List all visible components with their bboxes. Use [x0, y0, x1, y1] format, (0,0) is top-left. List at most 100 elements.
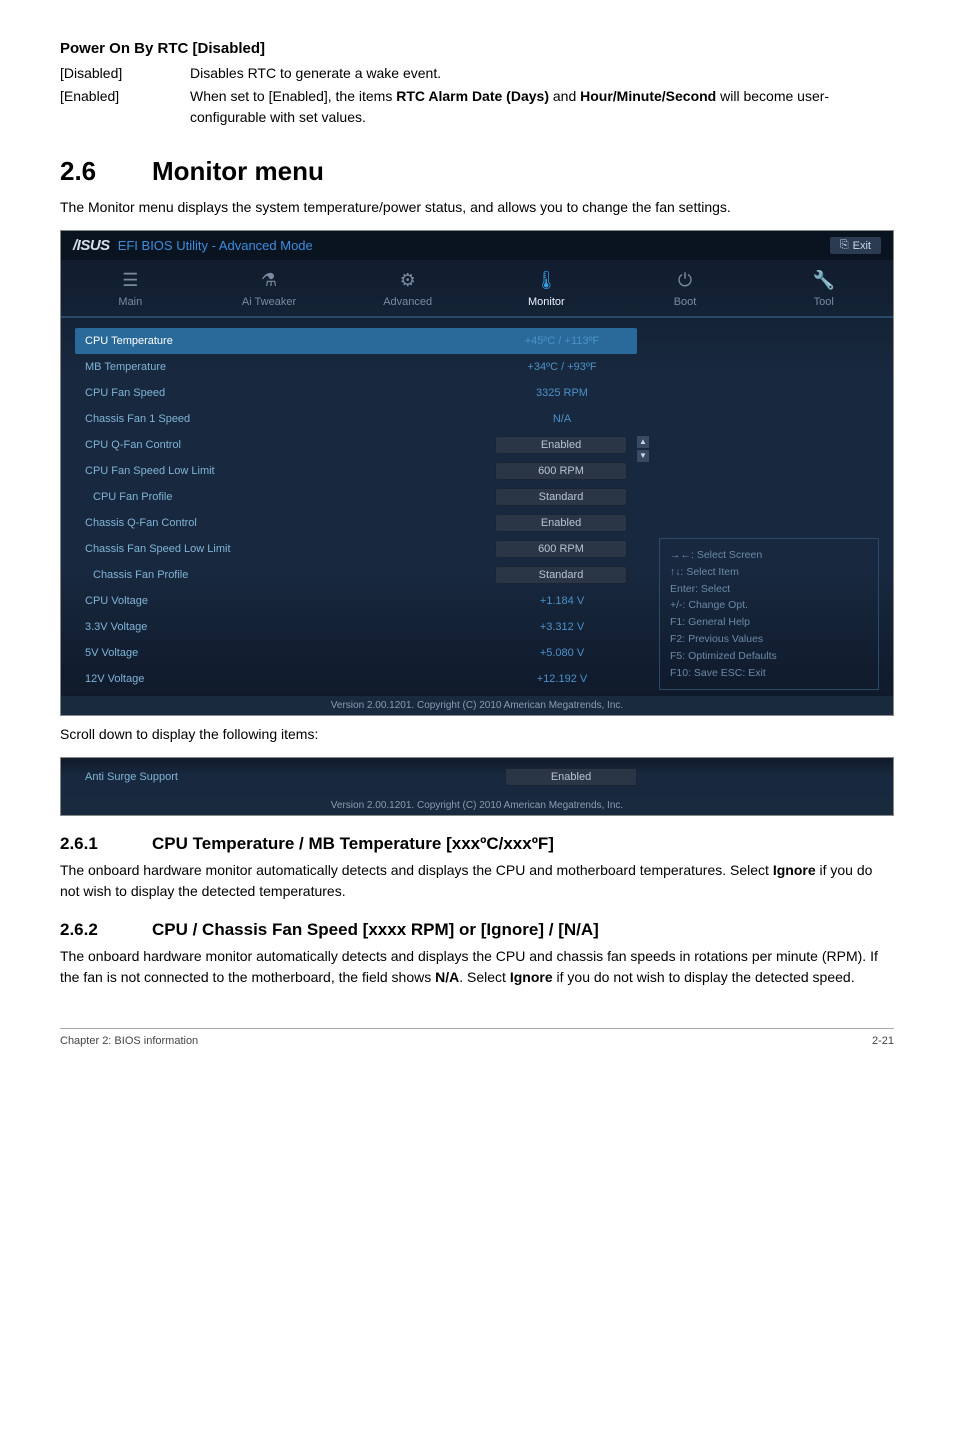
enabled-bold-2: Hour/Minute/Second: [580, 88, 716, 104]
s262-post: if you do not wish to display the detect…: [553, 969, 855, 985]
row-cpu-temp[interactable]: CPU Temperature+45ºC / +113ºF: [75, 328, 637, 354]
mb-temp-label: MB Temperature: [85, 361, 497, 373]
tab-boot[interactable]: ⏻ Boot: [616, 260, 755, 316]
ai-icon: ⚗: [200, 270, 339, 290]
cpu-prof-label: CPU Fan Profile: [85, 491, 495, 503]
row-5v-voltage[interactable]: 5V Voltage+5.080 V: [75, 640, 637, 666]
cpu-fan-value: 3325 RPM: [497, 387, 627, 399]
row-cpu-qfan[interactable]: CPU Q-Fan ControlEnabled: [75, 432, 637, 458]
section-2-6-1-title: CPU Temperature / MB Temperature [xxxºC/…: [152, 834, 554, 853]
v5-value: +5.080 V: [497, 647, 627, 659]
scroll-down-icon[interactable]: ▼: [637, 450, 649, 462]
enabled-label: [Enabled]: [60, 86, 190, 128]
cpu-temp-value: +45ºC / +113ºF: [497, 335, 627, 347]
tab-tool[interactable]: 🔧Tool: [754, 260, 893, 316]
cpu-v-value: +1.184 V: [497, 595, 627, 607]
bios-title: EFI BIOS Utility - Advanced Mode: [118, 238, 313, 253]
section-2-6-1-num: 2.6.1: [60, 834, 152, 854]
bios-version-footer-2: Version 2.00.1201. Copyright (C) 2010 Am…: [61, 796, 893, 815]
mon-icon: 🌡: [477, 270, 616, 290]
row-3v3-voltage[interactable]: 3.3V Voltage+3.312 V: [75, 614, 637, 640]
tab-adv-label: Advanced: [383, 296, 432, 308]
v33-label: 3.3V Voltage: [85, 621, 497, 633]
ch1-fan-value: N/A: [497, 413, 627, 425]
s262-bold-1: N/A: [435, 969, 459, 985]
power-on-rtc-heading: Power On By RTC [Disabled]: [60, 40, 894, 57]
row-mb-temp[interactable]: MB Temperature+34ºC / +93ºF: [75, 354, 637, 380]
footer-left: Chapter 2: BIOS information: [60, 1035, 198, 1047]
section-2-6-title: Monitor menu: [152, 156, 324, 186]
tab-tool-label: Tool: [814, 296, 834, 308]
row-chassis-fan-low[interactable]: Chassis Fan Speed Low Limit600 RPM: [75, 536, 637, 562]
section-2-6-2-num: 2.6.2: [60, 920, 152, 940]
tab-advanced[interactable]: ⚙ Advanced: [338, 260, 477, 316]
row-chassis-fan-1[interactable]: Chassis Fan 1 SpeedN/A: [75, 406, 637, 432]
anti-surge-label: Anti Surge Support: [85, 771, 505, 783]
s262-bold-2: Ignore: [510, 969, 553, 985]
mb-temp-value: +34ºC / +93ºF: [497, 361, 627, 373]
enabled-desc-pre: When set to [Enabled], the items: [190, 88, 396, 104]
bios-titlebar: /ISUS EFI BIOS Utility - Advanced Mode ⎘…: [61, 231, 893, 260]
scrollbar[interactable]: ▲ ▼: [637, 328, 649, 692]
v33-value: +3.312 V: [497, 621, 627, 633]
row-chassis-fan-profile[interactable]: Chassis Fan ProfileStandard: [75, 562, 637, 588]
disabled-desc: Disables RTC to generate a wake event.: [190, 63, 894, 84]
ch-prof-value[interactable]: Standard: [495, 566, 627, 584]
help-l7: F5: Optimized Defaults: [670, 648, 868, 665]
bios-version-footer: Version 2.00.1201. Copyright (C) 2010 Am…: [61, 696, 893, 715]
help-l3: Enter: Select: [670, 581, 868, 598]
cpu-prof-value[interactable]: Standard: [495, 488, 627, 506]
adv-icon: ⚙: [338, 270, 477, 290]
row-anti-surge[interactable]: Anti Surge Support Enabled: [75, 764, 647, 790]
row-12v-voltage[interactable]: 12V Voltage+12.192 V: [75, 666, 637, 692]
tab-boot-label: Boot: [674, 296, 697, 308]
tab-ai-label: Ai Tweaker: [242, 296, 296, 308]
anti-surge-value[interactable]: Enabled: [505, 768, 637, 786]
cpu-low-value[interactable]: 600 RPM: [495, 462, 627, 480]
row-cpu-fan[interactable]: CPU Fan Speed3325 RPM: [75, 380, 637, 406]
footer-right: 2-21: [872, 1035, 894, 1047]
v5-label: 5V Voltage: [85, 647, 497, 659]
qfan-value[interactable]: Enabled: [495, 436, 627, 454]
tab-main[interactable]: ☰ Main: [61, 260, 200, 316]
help-l2: ↑↓: Select Item: [670, 564, 868, 581]
tab-ai-tweaker[interactable]: ⚗ Ai Tweaker: [200, 260, 339, 316]
disabled-label: [Disabled]: [60, 63, 190, 84]
scroll-up-icon[interactable]: ▲: [637, 436, 649, 448]
s261-pre: The onboard hardware monitor automatical…: [60, 862, 773, 878]
ch-low-value[interactable]: 600 RPM: [495, 540, 627, 558]
bios-help-box: →←: Select Screen ↑↓: Select Item Enter:…: [659, 538, 879, 690]
section-2-6-heading: 2.6Monitor menu: [60, 156, 894, 187]
scroll-note: Scroll down to display the following ite…: [60, 724, 894, 745]
help-l1: →←: Select Screen: [670, 547, 868, 564]
row-cpu-fan-low[interactable]: CPU Fan Speed Low Limit600 RPM: [75, 458, 637, 484]
exit-button[interactable]: ⎘ Exit: [830, 237, 881, 254]
section-2-6-1-body: The onboard hardware monitor automatical…: [60, 860, 894, 902]
enabled-bold-1: RTC Alarm Date (Days): [396, 88, 549, 104]
ch-qfan-value[interactable]: Enabled: [495, 514, 627, 532]
section-2-6-2-heading: 2.6.2CPU / Chassis Fan Speed [xxxx RPM] …: [60, 920, 894, 940]
row-cpu-fan-profile[interactable]: CPU Fan ProfileStandard: [75, 484, 637, 510]
bios-screenshot-2: Anti Surge Support Enabled Version 2.00.…: [60, 757, 894, 816]
s261-bold: Ignore: [773, 862, 816, 878]
enabled-mid: and: [549, 88, 580, 104]
tab-main-label: Main: [118, 296, 142, 308]
row-cpu-voltage[interactable]: CPU Voltage+1.184 V: [75, 588, 637, 614]
tab-monitor[interactable]: 🌡Monitor: [477, 260, 616, 316]
section-2-6-2-title: CPU / Chassis Fan Speed [xxxx RPM] or [I…: [152, 920, 599, 939]
row-chassis-qfan[interactable]: Chassis Q-Fan ControlEnabled: [75, 510, 637, 536]
bios-tabs: ☰ Main ⚗ Ai Tweaker ⚙ Advanced 🌡Monitor ⏻ Bo…: [61, 260, 893, 318]
asus-logo: /ISUS: [73, 237, 110, 254]
v12-label: 12V Voltage: [85, 673, 497, 685]
boot-icon: ⏻: [616, 270, 755, 290]
main-icon: ☰: [61, 270, 200, 290]
help-l6: F2: Previous Values: [670, 631, 868, 648]
help-l8: F10: Save ESC: Exit: [670, 665, 868, 682]
section-2-6-2-body: The onboard hardware monitor automatical…: [60, 946, 894, 988]
ch-prof-label: Chassis Fan Profile: [85, 569, 495, 581]
s262-mid: . Select: [459, 969, 510, 985]
ch-qfan-label: Chassis Q-Fan Control: [85, 517, 495, 529]
section-2-6-num: 2.6: [60, 156, 152, 187]
ch1-fan-label: Chassis Fan 1 Speed: [85, 413, 497, 425]
bios-screenshot: /ISUS EFI BIOS Utility - Advanced Mode ⎘…: [60, 230, 894, 716]
